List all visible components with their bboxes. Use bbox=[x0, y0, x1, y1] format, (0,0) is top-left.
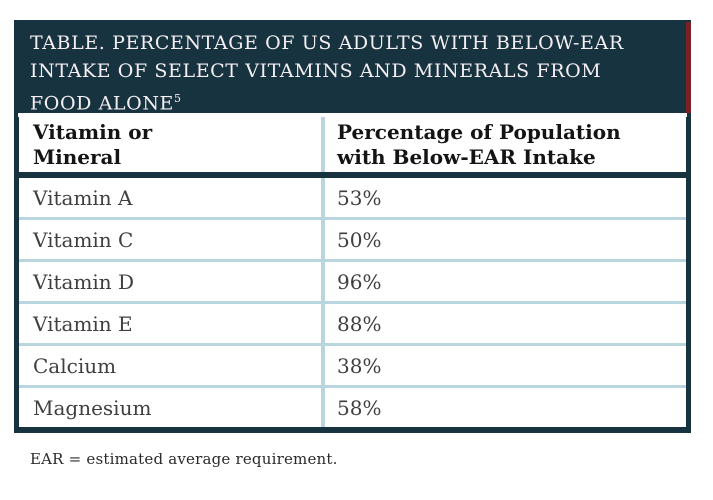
nutrient-value: Magnesium bbox=[33, 395, 152, 420]
nutrient-value: Calcium bbox=[33, 353, 117, 378]
percentage-cell: 88% bbox=[325, 304, 686, 343]
nutrient-cell: Vitamin E bbox=[19, 304, 321, 343]
nutrient-cell: Vitamin A bbox=[19, 178, 321, 217]
nutrient-cell: Vitamin C bbox=[19, 220, 321, 259]
table-figure: TABLE. PERCENTAGE OF US ADULTS WITH BELO… bbox=[14, 20, 691, 433]
percentage-cell: 96% bbox=[325, 262, 686, 301]
column-divider bbox=[321, 220, 325, 259]
table-row: Vitamin A 53% bbox=[19, 178, 686, 217]
caption-reference-superscript: 5 bbox=[174, 92, 182, 105]
nutrient-cell: Magnesium bbox=[19, 388, 321, 427]
row-divider bbox=[19, 217, 686, 220]
nutrient-cell: Vitamin D bbox=[19, 262, 321, 301]
table-row: Vitamin C 50% bbox=[19, 220, 686, 259]
row-divider bbox=[19, 385, 686, 388]
percentage-cell: 53% bbox=[325, 178, 686, 217]
caption-table-gap bbox=[18, 113, 687, 117]
nutrient-cell: Calcium bbox=[19, 346, 321, 385]
row-divider bbox=[19, 343, 686, 346]
table-row: Magnesium 58% bbox=[19, 388, 686, 427]
percentage-value: 38% bbox=[337, 353, 382, 378]
nutrient-value: Vitamin C bbox=[33, 227, 134, 252]
table-caption-text: TABLE. PERCENTAGE OF US ADULTS WITH BELO… bbox=[30, 32, 624, 115]
percentage-value: 50% bbox=[337, 227, 382, 252]
table-row: Calcium 38% bbox=[19, 346, 686, 385]
column-divider bbox=[321, 346, 325, 385]
table-row: Vitamin E 88% bbox=[19, 304, 686, 343]
row-divider bbox=[19, 301, 686, 304]
column-divider bbox=[321, 388, 325, 427]
column-divider bbox=[321, 178, 325, 217]
column-divider bbox=[321, 117, 325, 172]
percentage-value: 58% bbox=[337, 395, 382, 420]
percentage-value: 88% bbox=[337, 311, 382, 336]
table-row: Vitamin D 96% bbox=[19, 262, 686, 301]
header-cell-nutrient: Vitamin or Mineral bbox=[19, 117, 321, 172]
table-caption: TABLE. PERCENTAGE OF US ADULTS WITH BELO… bbox=[30, 29, 630, 117]
nutrient-value: Vitamin D bbox=[33, 269, 135, 294]
column-divider bbox=[321, 262, 325, 301]
percentage-cell: 58% bbox=[325, 388, 686, 427]
nutrient-value: Vitamin A bbox=[33, 185, 133, 210]
percentage-cell: 50% bbox=[325, 220, 686, 259]
header-label-nutrient: Vitamin or Mineral bbox=[33, 119, 153, 169]
table-caption-band: TABLE. PERCENTAGE OF US ADULTS WITH BELO… bbox=[14, 20, 691, 114]
header-label-percentage: Percentage of Population with Below-EAR … bbox=[337, 119, 621, 169]
percentage-value: 96% bbox=[337, 269, 382, 294]
accent-stripe bbox=[686, 22, 691, 113]
percentage-cell: 38% bbox=[325, 346, 686, 385]
column-divider bbox=[321, 304, 325, 343]
row-divider bbox=[19, 259, 686, 262]
percentage-value: 53% bbox=[337, 185, 382, 210]
table-header-row: Vitamin or Mineral Percentage of Populat… bbox=[19, 117, 686, 178]
header-cell-percentage: Percentage of Population with Below-EAR … bbox=[325, 117, 686, 172]
table-footnote: EAR = estimated average requirement. bbox=[30, 450, 338, 468]
nutrient-value: Vitamin E bbox=[33, 311, 133, 336]
